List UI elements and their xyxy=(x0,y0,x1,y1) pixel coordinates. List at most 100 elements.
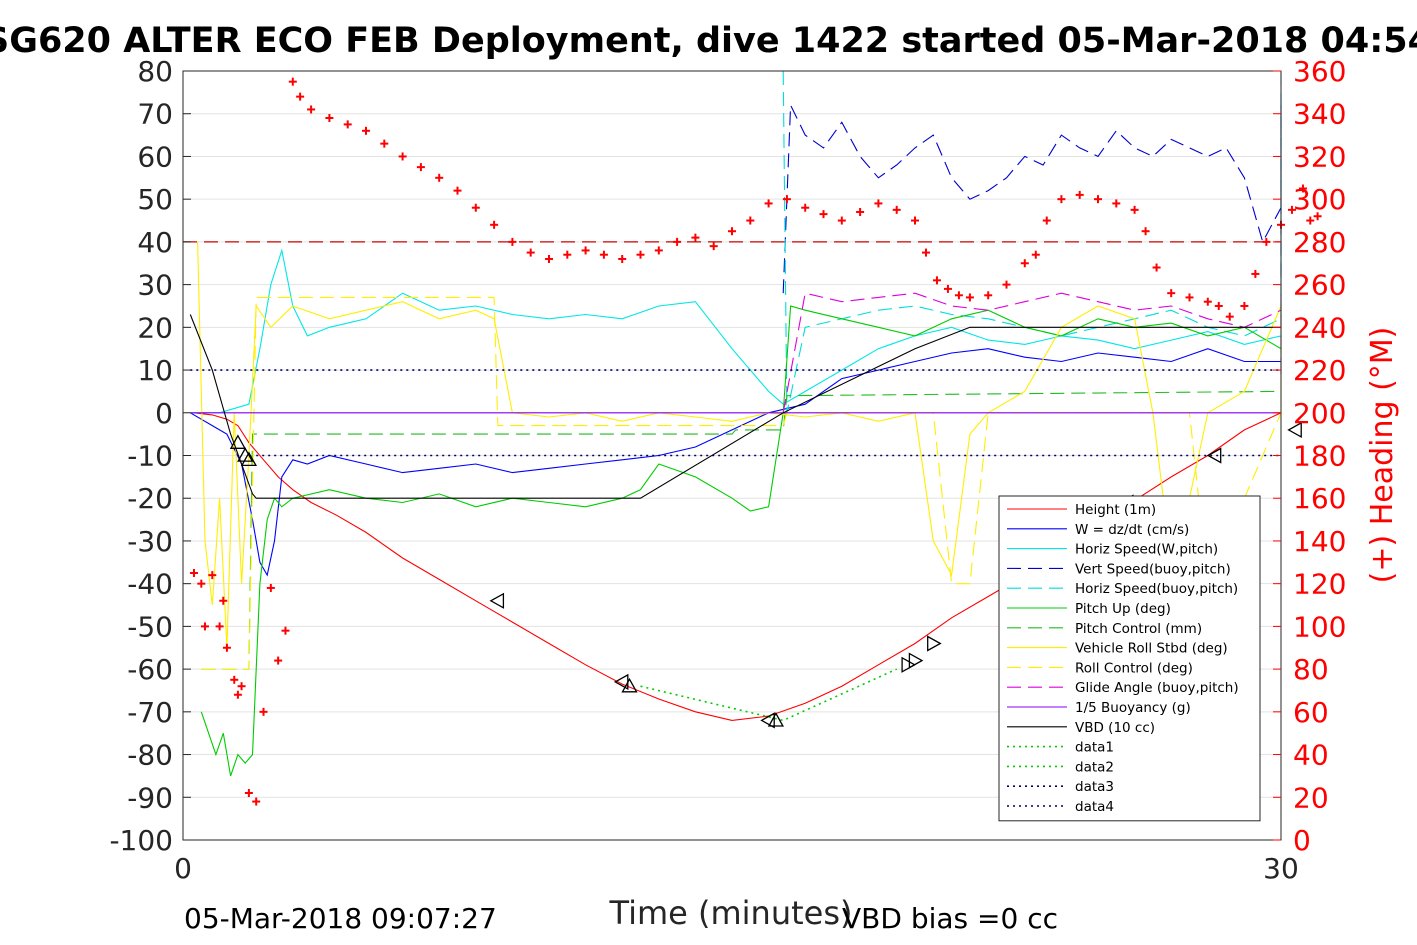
heading-point xyxy=(380,139,389,148)
heading-point xyxy=(892,205,901,214)
legend-entry: data3 xyxy=(1075,779,1114,795)
heading-point xyxy=(1240,301,1249,310)
left-tick-label: -20 xyxy=(127,482,173,515)
heading-point xyxy=(230,675,239,684)
left-tick-label: -30 xyxy=(127,525,173,558)
legend-entry: VBD (10 cc) xyxy=(1075,720,1155,736)
legend-entry: data1 xyxy=(1075,740,1114,756)
right-tick-label: 20 xyxy=(1293,781,1329,814)
heading-point xyxy=(1020,259,1029,268)
left-tick-label: -90 xyxy=(127,781,173,814)
right-tick-label: 140 xyxy=(1293,525,1346,558)
heading-point xyxy=(921,248,930,257)
heading-point xyxy=(1112,199,1121,208)
heading-point xyxy=(954,291,963,300)
right-tick-label: 200 xyxy=(1293,397,1346,430)
heading-point xyxy=(237,682,246,691)
x-tick-label: 30 xyxy=(1263,852,1299,885)
heading-point xyxy=(673,237,682,246)
triangle-marker xyxy=(1287,421,1302,439)
heading-point xyxy=(197,579,206,588)
heading-point xyxy=(259,707,268,716)
heading-point xyxy=(563,250,572,259)
legend-entry: Glide Angle (buoy,pitch) xyxy=(1075,680,1239,696)
heading-point xyxy=(764,199,773,208)
series-line-1 xyxy=(190,348,1282,577)
heading-point xyxy=(274,656,283,665)
right-tick-label: 300 xyxy=(1293,183,1346,216)
heading-point xyxy=(1057,195,1066,204)
heading-point xyxy=(1287,205,1296,214)
series-line-12 xyxy=(640,668,898,722)
triangle-marker xyxy=(489,592,505,609)
heading-point xyxy=(325,113,334,122)
heading-point xyxy=(233,690,242,699)
triangle-marker xyxy=(767,712,785,727)
legend-entry: W = dz/dt (cm/s) xyxy=(1075,522,1189,538)
right-tick-label: 220 xyxy=(1293,354,1346,387)
heading-point xyxy=(490,220,499,229)
heading-point xyxy=(1094,195,1102,204)
heading-point xyxy=(1042,216,1051,225)
heading-point xyxy=(1075,190,1084,199)
heading-point xyxy=(691,233,700,242)
heading-point xyxy=(526,248,535,257)
left-tick-label: 70 xyxy=(137,98,173,131)
heading-point xyxy=(266,583,275,592)
heading-point xyxy=(581,246,590,255)
right-tick-label: 0 xyxy=(1293,824,1311,857)
legend-box xyxy=(998,495,1261,822)
series-line-3 xyxy=(782,104,1282,294)
heading-point xyxy=(1152,263,1161,272)
legend: Height (1m) W = dz/dt (cm/s) Horiz Speed(W… xyxy=(998,495,1261,822)
heading-point xyxy=(1167,289,1176,298)
right-tick-label: 360 xyxy=(1293,55,1346,88)
legend-entry: Roll Control (deg) xyxy=(1075,660,1193,676)
heading-point xyxy=(782,195,791,204)
heading-point xyxy=(746,216,755,225)
axes-group: 80706050403020100-10-20-30-40-50-60-70-8… xyxy=(109,55,1346,885)
heading-point xyxy=(200,622,209,631)
right-tick-label: 240 xyxy=(1293,311,1346,344)
heading-point xyxy=(618,254,627,263)
legend-entry: Vert Speed(buoy,pitch) xyxy=(1075,561,1231,577)
heading-point xyxy=(709,242,718,251)
triangle-marker xyxy=(1206,447,1222,464)
right-tick-label: 280 xyxy=(1293,226,1346,259)
right-tick-label: 260 xyxy=(1293,269,1346,302)
left-tick-label: -60 xyxy=(127,653,173,686)
heading-point xyxy=(471,203,480,212)
series-line-11 xyxy=(189,314,1281,499)
heading-point xyxy=(453,186,462,195)
heading-point xyxy=(545,254,553,263)
legend-entry: Height (1m) xyxy=(1075,502,1156,518)
heading-point xyxy=(1031,250,1040,259)
left-tick-label: 80 xyxy=(137,55,173,88)
heading-point xyxy=(288,77,297,86)
heading-point xyxy=(189,568,198,577)
triangle-marker xyxy=(927,635,942,652)
triangle-marker xyxy=(621,677,638,693)
heading-point xyxy=(984,291,993,300)
right-tick-label: 180 xyxy=(1293,440,1346,473)
left-tick-label: -80 xyxy=(127,739,173,772)
heading-point xyxy=(636,250,645,259)
marker-group xyxy=(189,77,1322,806)
heading-point xyxy=(1141,227,1150,236)
heading-point xyxy=(965,293,974,302)
series-line-9 xyxy=(782,292,1282,413)
legend-entry: Pitch Up (deg) xyxy=(1075,601,1171,617)
heading-point xyxy=(1130,205,1139,214)
legend-entry: Vehicle Roll Stbd (deg) xyxy=(1075,641,1228,657)
legend-entry: data2 xyxy=(1075,759,1114,775)
left-tick-label: 10 xyxy=(137,354,173,387)
heading-point xyxy=(252,797,261,806)
right-tick-label: 60 xyxy=(1293,696,1329,729)
heading-point xyxy=(435,173,444,182)
series-line-2 xyxy=(190,92,1282,414)
heading-point xyxy=(819,210,828,219)
left-tick-label: 20 xyxy=(137,311,173,344)
left-tick-label: 30 xyxy=(137,269,173,302)
heading-point xyxy=(1313,212,1322,221)
right-axis-label: (+) Heading (°M) xyxy=(1365,327,1400,584)
